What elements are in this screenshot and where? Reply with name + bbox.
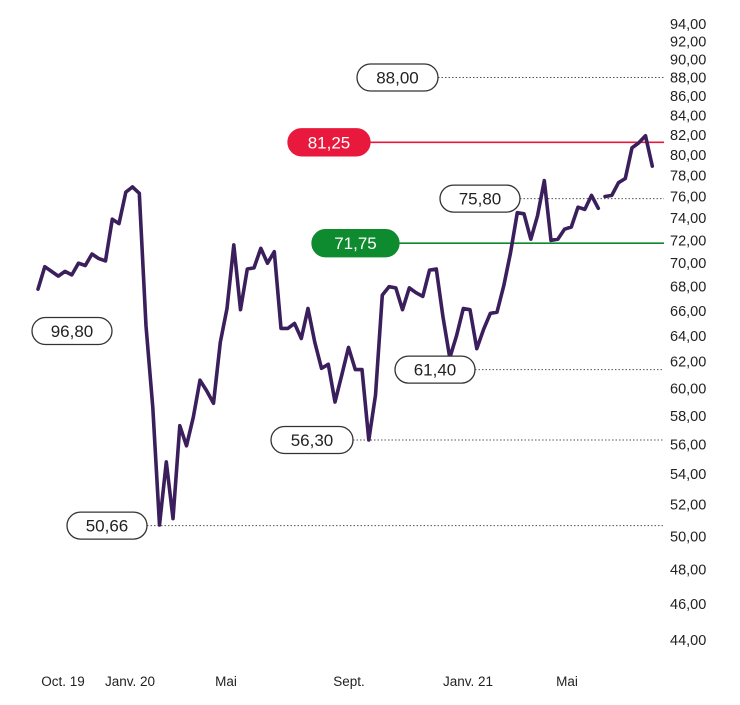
y-tick-label: 50,00 (670, 529, 706, 545)
y-tick-label: 58,00 (670, 409, 706, 425)
y-tick-label: 76,00 (670, 190, 706, 206)
value-pill-label: 75,80 (459, 190, 502, 209)
y-tick-label: 68,00 (670, 280, 706, 296)
y-tick-label: 52,00 (670, 497, 706, 513)
value-pill: 61,40 (394, 355, 476, 384)
value-pill-label: 50,66 (86, 517, 129, 536)
annotation-pill: 96,80 (31, 316, 113, 346)
x-tick-label: Mai (215, 674, 237, 689)
x-tick-label: Janv. 20 (105, 674, 155, 689)
value-pill-shape (439, 184, 521, 213)
annotation-pill-label: 96,80 (51, 322, 94, 341)
y-tick-label: 46,00 (670, 597, 706, 613)
y-tick-label: 66,00 (670, 304, 706, 320)
price-line (36, 178, 601, 527)
value-pill-shape (270, 425, 354, 455)
y-tick-label: 64,00 (670, 329, 706, 345)
y-tick-label: 62,00 (670, 355, 706, 371)
y-tick-label: 82,00 (670, 128, 706, 144)
price-series (36, 134, 655, 527)
y-tick-label: 90,00 (670, 52, 706, 68)
value-pill: 75,80 (439, 184, 521, 213)
y-tick-label: 78,00 (670, 168, 706, 184)
value-pill: 88,00 (356, 63, 439, 92)
value-labels: 81,25 71,75 88,00 75,80 61,40 56,30 50,66 96,80 (31, 63, 521, 540)
y-tick-label: 54,00 (670, 467, 706, 483)
reference-lines (147, 77, 664, 527)
value-pill-label: 56,30 (291, 431, 334, 450)
y-tick-label: 84,00 (670, 108, 706, 124)
value-pill-shape (394, 355, 476, 384)
value-pill-label: 88,00 (376, 69, 419, 88)
value-pill: 56,30 (270, 425, 354, 455)
y-tick-label: 56,00 (670, 437, 706, 453)
x-tick-label: Janv. 21 (443, 674, 493, 689)
value-pill-shape (66, 511, 148, 540)
y-tick-label: 80,00 (670, 148, 706, 164)
y-tick-label: 74,00 (670, 211, 706, 227)
y-tick-label: 86,00 (670, 89, 706, 105)
value-pill: 71,75 (311, 229, 400, 258)
value-pill: 81,25 (287, 128, 371, 157)
y-tick-label: 60,00 (670, 381, 706, 397)
y-tick-label: 44,00 (670, 633, 706, 649)
value-pill-shape (356, 63, 439, 92)
y-tick-label: 72,00 (670, 233, 706, 249)
x-axis: Oct. 19 Janv. 20 Mai Sept. Janv. 21 Mai (41, 674, 578, 689)
x-tick-label: Oct. 19 (41, 674, 85, 689)
value-pill-label: 61,40 (414, 361, 457, 380)
x-tick-label: Sept. (333, 674, 365, 689)
y-tick-label: 94,00 (670, 17, 706, 33)
price-line (603, 134, 655, 199)
value-pill-shape (287, 128, 371, 157)
value-pill: 50,66 (66, 511, 148, 540)
x-tick-label: Mai (556, 674, 578, 689)
value-pill-shape (311, 229, 400, 258)
annotation-pill-shape (31, 316, 113, 346)
value-pill-label: 81,25 (308, 133, 351, 152)
y-tick-label: 70,00 (670, 256, 706, 272)
y-tick-label: 48,00 (670, 562, 706, 578)
y-tick-label: 88,00 (670, 71, 706, 87)
y-tick-label: 92,00 (670, 35, 706, 51)
value-pill-label: 71,75 (334, 234, 377, 253)
